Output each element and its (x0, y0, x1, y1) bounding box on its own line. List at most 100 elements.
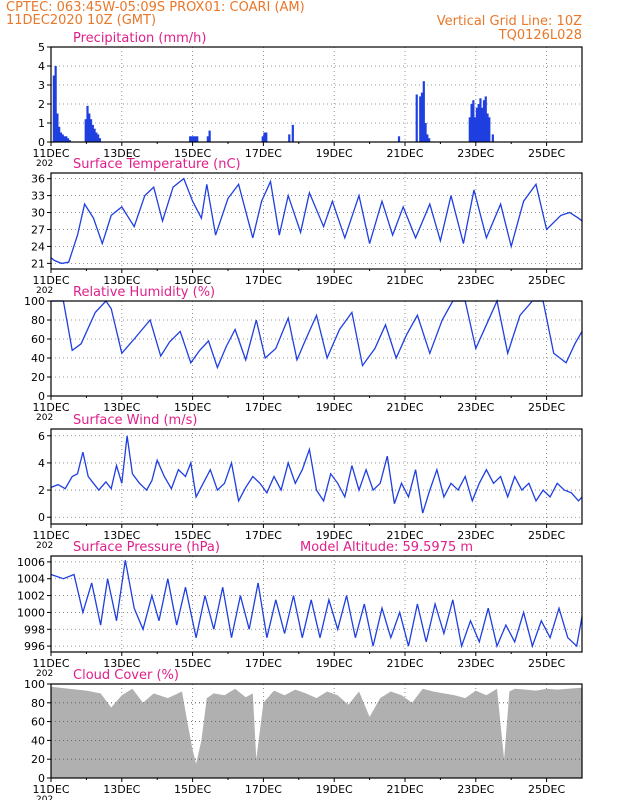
y-tick-label: 1 (38, 117, 45, 130)
x-tick-label: 17DEC (245, 783, 282, 796)
x-tick-label: 15DEC (174, 274, 211, 287)
precip-bar (474, 117, 477, 142)
panel-subtitle: Model Altitude: 59.5975 m (300, 540, 473, 555)
header-grid-note: Vertical Grid Line: 10Z (436, 14, 582, 29)
precip-bar (194, 136, 197, 142)
y-tick-label: 996 (24, 640, 45, 653)
header-model-id: TQ0126L028 (498, 28, 582, 43)
panel-frame (50, 683, 583, 779)
panel-1: 21 24 27 30 33 36 11DEC 13DEC 15DEC 17DEC 19DEC 21D… (31, 157, 583, 296)
x-year-fragment: 202 (36, 669, 53, 679)
panel-frame (50, 300, 583, 397)
y-tick-label: 0 (38, 136, 45, 149)
x-tick-label: 13DEC (103, 401, 140, 414)
x-tick-label: 21DEC (386, 657, 423, 670)
y-tick-label: 1004 (17, 573, 45, 586)
precip-bar (291, 124, 294, 142)
panel-frame (50, 555, 583, 653)
x-tick-label: 13DEC (103, 274, 140, 287)
panel-5: 0 20 40 60 80 100 11DEC 13DEC 15DEC 17DEC 19DEC 21D… (24, 668, 583, 800)
x-tick-label: 19DEC (316, 147, 353, 160)
x-tick-label: 19DEC (316, 657, 353, 670)
x-tick-label: 11DEC (32, 274, 69, 287)
y-tick-label: 60 (31, 333, 45, 346)
precip-bar (265, 132, 268, 142)
y-tick-label: 33 (31, 190, 45, 203)
cloud-area (51, 686, 582, 778)
precip-bar (59, 132, 63, 142)
panel-3: 0 2 4 6 11DEC 13DEC 15DEC 17DEC 19DEC 21DEC 23DEC 2… (32, 413, 583, 551)
x-tick-label: 15DEC (174, 401, 211, 414)
precip-bar (84, 119, 87, 142)
x-year-fragment: 202 (36, 413, 53, 423)
panel-0: 0 1 2 3 4 5 11DEC 13DEC 15DEC 17DEC 19DEC 21DEC 23DE… (32, 31, 583, 169)
x-tick-label: 15DEC (174, 147, 211, 160)
y-tick-label: 100 (24, 678, 45, 691)
panel-title: Surface Temperature (nC) (73, 157, 241, 172)
precip-bar (66, 138, 70, 142)
x-tick-label: 13DEC (103, 529, 140, 542)
x-tick-label: 25DEC (528, 529, 565, 542)
y-tick-label: 20 (31, 371, 45, 384)
precip-bar (206, 136, 209, 142)
x-tick-label: 19DEC (316, 274, 353, 287)
panel-2: 0 20 40 60 80 100 11DEC 13DEC 15DEC 17DEC 19DEC 21D… (24, 285, 583, 423)
precip-bar (484, 96, 487, 142)
precip-bar (54, 66, 57, 142)
y-tick-label: 998 (24, 623, 45, 636)
x-tick-label: 23DEC (457, 147, 494, 160)
x-tick-label: 25DEC (528, 401, 565, 414)
x-tick-label: 17DEC (245, 274, 282, 287)
precip-bar (190, 136, 194, 142)
x-tick-label: 21DEC (386, 401, 423, 414)
panel-frame (50, 172, 583, 270)
x-tick-label: 13DEC (103, 147, 140, 160)
precip-bar (472, 100, 475, 142)
y-tick-label: 4 (38, 457, 45, 470)
precip-bar (261, 136, 264, 142)
precip-bar (68, 140, 71, 142)
panel-frame (50, 428, 583, 525)
x-tick-label: 19DEC (316, 783, 353, 796)
x-tick-label: 13DEC (103, 657, 140, 670)
y-tick-label: 27 (31, 223, 45, 236)
precip-bar (93, 128, 96, 142)
precip-bar (482, 100, 486, 142)
precip-bar (56, 113, 59, 142)
x-tick-label: 23DEC (457, 274, 494, 287)
y-tick-label: 2 (38, 98, 45, 111)
series-line (50, 435, 583, 514)
precip-bar (288, 134, 291, 142)
y-tick-label: 80 (31, 697, 45, 710)
precip-bar (486, 113, 489, 142)
precip-bar (89, 119, 93, 142)
panel-title: Precipitation (mm/h) (73, 31, 206, 46)
x-tick-label: 15DEC (174, 529, 211, 542)
precip-bar (491, 134, 494, 142)
y-tick-label: 2 (38, 484, 45, 497)
y-tick-label: 24 (31, 240, 45, 253)
panel-frame (50, 46, 583, 143)
y-tick-label: 1000 (17, 606, 45, 619)
precip-bar (196, 136, 199, 142)
y-tick-label: 6 (38, 430, 45, 443)
precip-bar (189, 136, 192, 142)
precip-bar (428, 138, 431, 142)
x-tick-label: 11DEC (32, 529, 69, 542)
precip-bar (52, 75, 55, 142)
y-tick-label: 30 (31, 207, 45, 220)
y-tick-label: 1006 (17, 556, 45, 569)
series-line (50, 177, 583, 265)
header-station: CPTEC: 063:45W-05:09S PROX01: COARI (AM) (6, 0, 305, 15)
x-tick-label: 17DEC (245, 529, 282, 542)
precip-bar (426, 134, 429, 142)
x-tick-label: 19DEC (316, 529, 353, 542)
x-tick-label: 25DEC (528, 657, 565, 670)
y-tick-label: 40 (31, 352, 45, 365)
precip-bar (468, 117, 471, 142)
x-tick-label: 17DEC (245, 401, 282, 414)
precip-bar (488, 117, 491, 142)
precip-bar (65, 136, 68, 142)
x-year-fragment: 202 (36, 541, 53, 551)
